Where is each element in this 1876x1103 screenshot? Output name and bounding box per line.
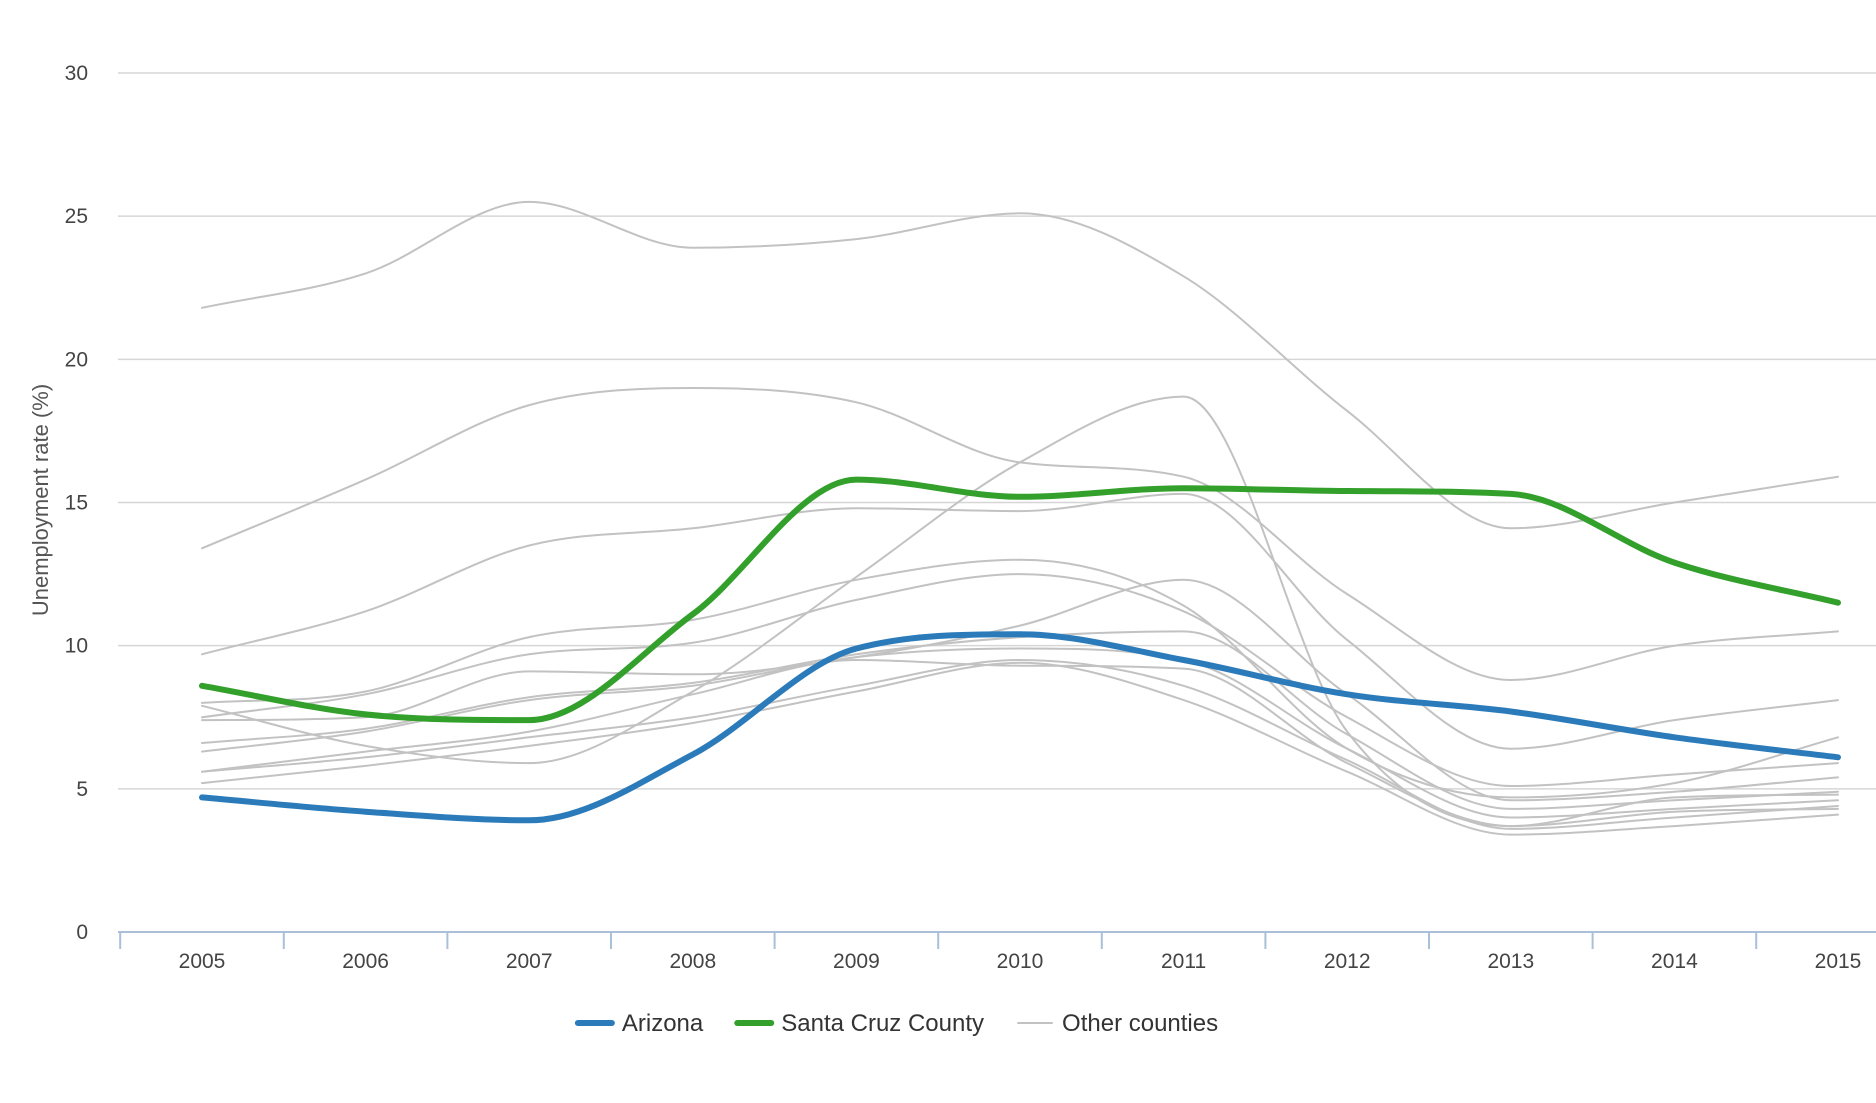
x-tick-label: 2006 xyxy=(342,950,389,973)
y-tick-label: 10 xyxy=(65,635,88,658)
y-axis-title: Unemployment rate (%) xyxy=(28,384,53,616)
y-tick-label: 5 xyxy=(76,778,88,801)
y-tick-label: 0 xyxy=(76,921,88,944)
other-county-line-9 xyxy=(201,647,1839,819)
y-tick-label: 20 xyxy=(65,348,88,371)
gridlines xyxy=(118,72,1876,790)
other-county-line-12 xyxy=(201,659,1839,828)
y-axis-ticks: 0 5 10 15 20 25 30 xyxy=(65,62,88,944)
x-tick-label: 2009 xyxy=(833,950,880,973)
legend-item-santa-cruz-county[interactable]: Santa Cruz County xyxy=(734,1010,984,1037)
arizona-line xyxy=(199,631,1841,824)
legend-label-santa-cruz-county: Santa Cruz County xyxy=(781,1010,984,1037)
x-tick-label: 2010 xyxy=(997,950,1044,973)
other-county-line-1 xyxy=(201,200,1839,530)
x-tick-label: 2008 xyxy=(669,950,716,973)
x-tick-label: 2007 xyxy=(506,950,553,973)
x-tick-label: 2015 xyxy=(1815,950,1862,973)
other-county-line-5 xyxy=(201,573,1839,787)
x-tick-label: 2014 xyxy=(1651,950,1698,973)
x-tick-label: 2013 xyxy=(1487,950,1534,973)
y-tick-label: 15 xyxy=(65,492,88,515)
legend-label-other-counties: Other counties xyxy=(1062,1010,1218,1037)
santa-cruz-county-line xyxy=(199,476,1841,724)
x-tick-label: 2005 xyxy=(179,950,226,973)
other-county-line-6 xyxy=(201,395,1839,828)
other-county-line-7 xyxy=(201,578,1839,802)
other-county-line-3 xyxy=(201,492,1839,750)
other-county-line-11 xyxy=(201,661,1839,836)
highlighted-lines xyxy=(199,476,1841,824)
other-county-line-10 xyxy=(201,659,1839,830)
legend-item-other-counties[interactable]: Other counties xyxy=(1017,1010,1218,1037)
other-county-line-4 xyxy=(201,558,1839,799)
x-tick-label: 2012 xyxy=(1324,950,1371,973)
legend-item-arizona[interactable]: Arizona xyxy=(574,1010,704,1037)
legend-label-arizona: Arizona xyxy=(622,1010,704,1037)
x-axis: 2005 2006 2007 2008 2009 2010 2011 2012 2013 2014… xyxy=(118,931,1876,973)
y-tick-label: 30 xyxy=(65,62,88,85)
legend: Arizona Santa Cruz County Other counties xyxy=(574,1010,1218,1037)
other-counties-lines xyxy=(201,200,1839,836)
y-tick-label: 25 xyxy=(65,205,88,228)
x-tick-label: 2011 xyxy=(1161,950,1206,973)
